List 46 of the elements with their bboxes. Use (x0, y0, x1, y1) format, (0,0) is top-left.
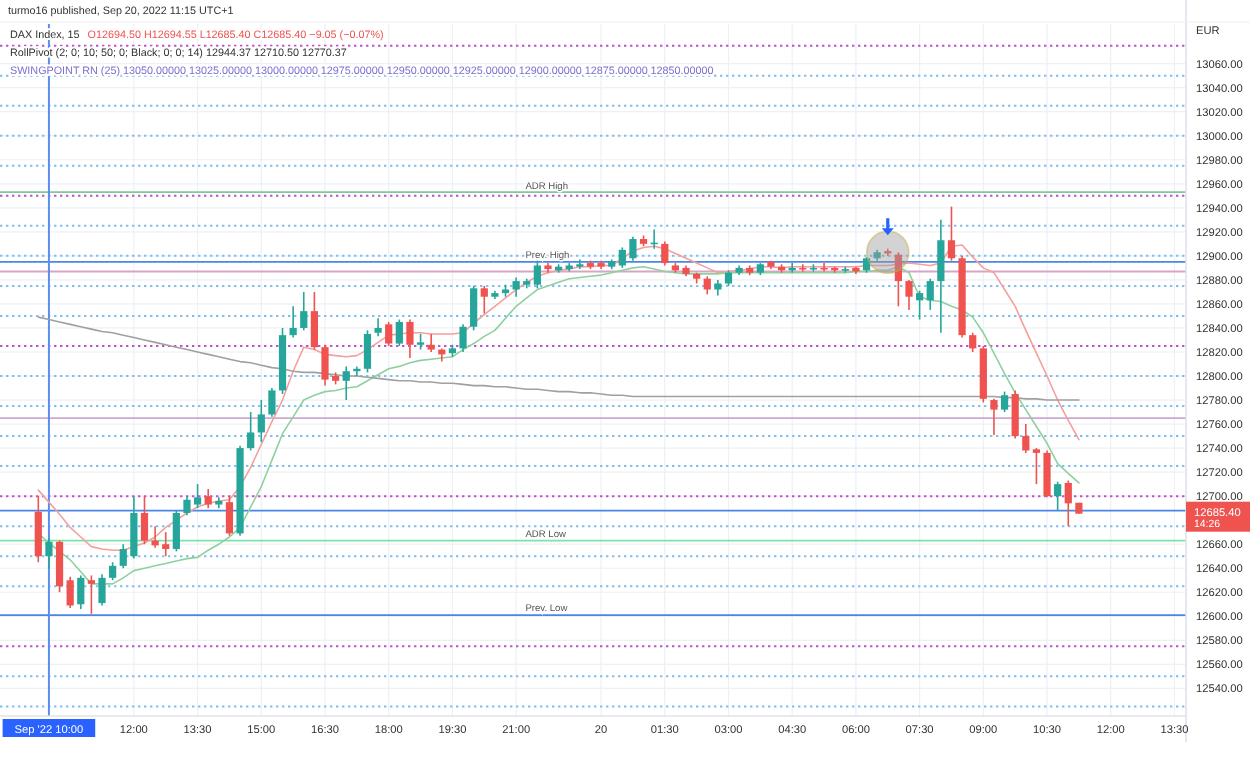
candlestick (363, 329, 372, 374)
candlestick (937, 219, 945, 334)
candlestick (172, 509, 180, 553)
candlestick (385, 321, 393, 347)
candlestick (894, 251, 902, 308)
candlestick (257, 399, 265, 443)
candlestick (268, 387, 276, 418)
candlestick (225, 495, 234, 537)
candlestick (34, 495, 42, 564)
candlestick (300, 291, 308, 332)
candlestick (533, 259, 541, 290)
candlestick (661, 240, 669, 267)
candlestick (1011, 389, 1019, 440)
candlestick (470, 285, 478, 332)
candlestick (969, 331, 977, 353)
candlestick (204, 488, 212, 509)
candlestick (990, 398, 998, 436)
candlestick (1022, 423, 1030, 454)
candlestick (45, 537, 53, 570)
candlestick (1064, 479, 1072, 527)
candlestick (947, 205, 956, 262)
candlestick (55, 539, 64, 594)
candlestick (1043, 449, 1051, 499)
candlestick (98, 573, 106, 607)
candlestick (905, 279, 913, 311)
candlestick (427, 333, 435, 353)
candlestick (1054, 480, 1062, 512)
candlestick (459, 323, 467, 353)
candlestick (916, 289, 924, 321)
candlestick (406, 318, 414, 359)
candlestick (109, 561, 117, 582)
candlestick (1000, 390, 1009, 413)
candlestick (374, 317, 382, 338)
candlestick (310, 291, 318, 351)
candlestick (703, 275, 711, 296)
candlestick (66, 575, 74, 609)
candlestick (480, 285, 488, 315)
candlestick (140, 495, 149, 545)
candlestick (1032, 447, 1041, 485)
candlestick (77, 574, 85, 610)
candlestick (926, 277, 934, 311)
candlestick (289, 305, 297, 339)
candlestick (395, 318, 403, 347)
candlestick (247, 411, 255, 452)
candlestick (87, 574, 96, 615)
candlestick (342, 365, 350, 401)
